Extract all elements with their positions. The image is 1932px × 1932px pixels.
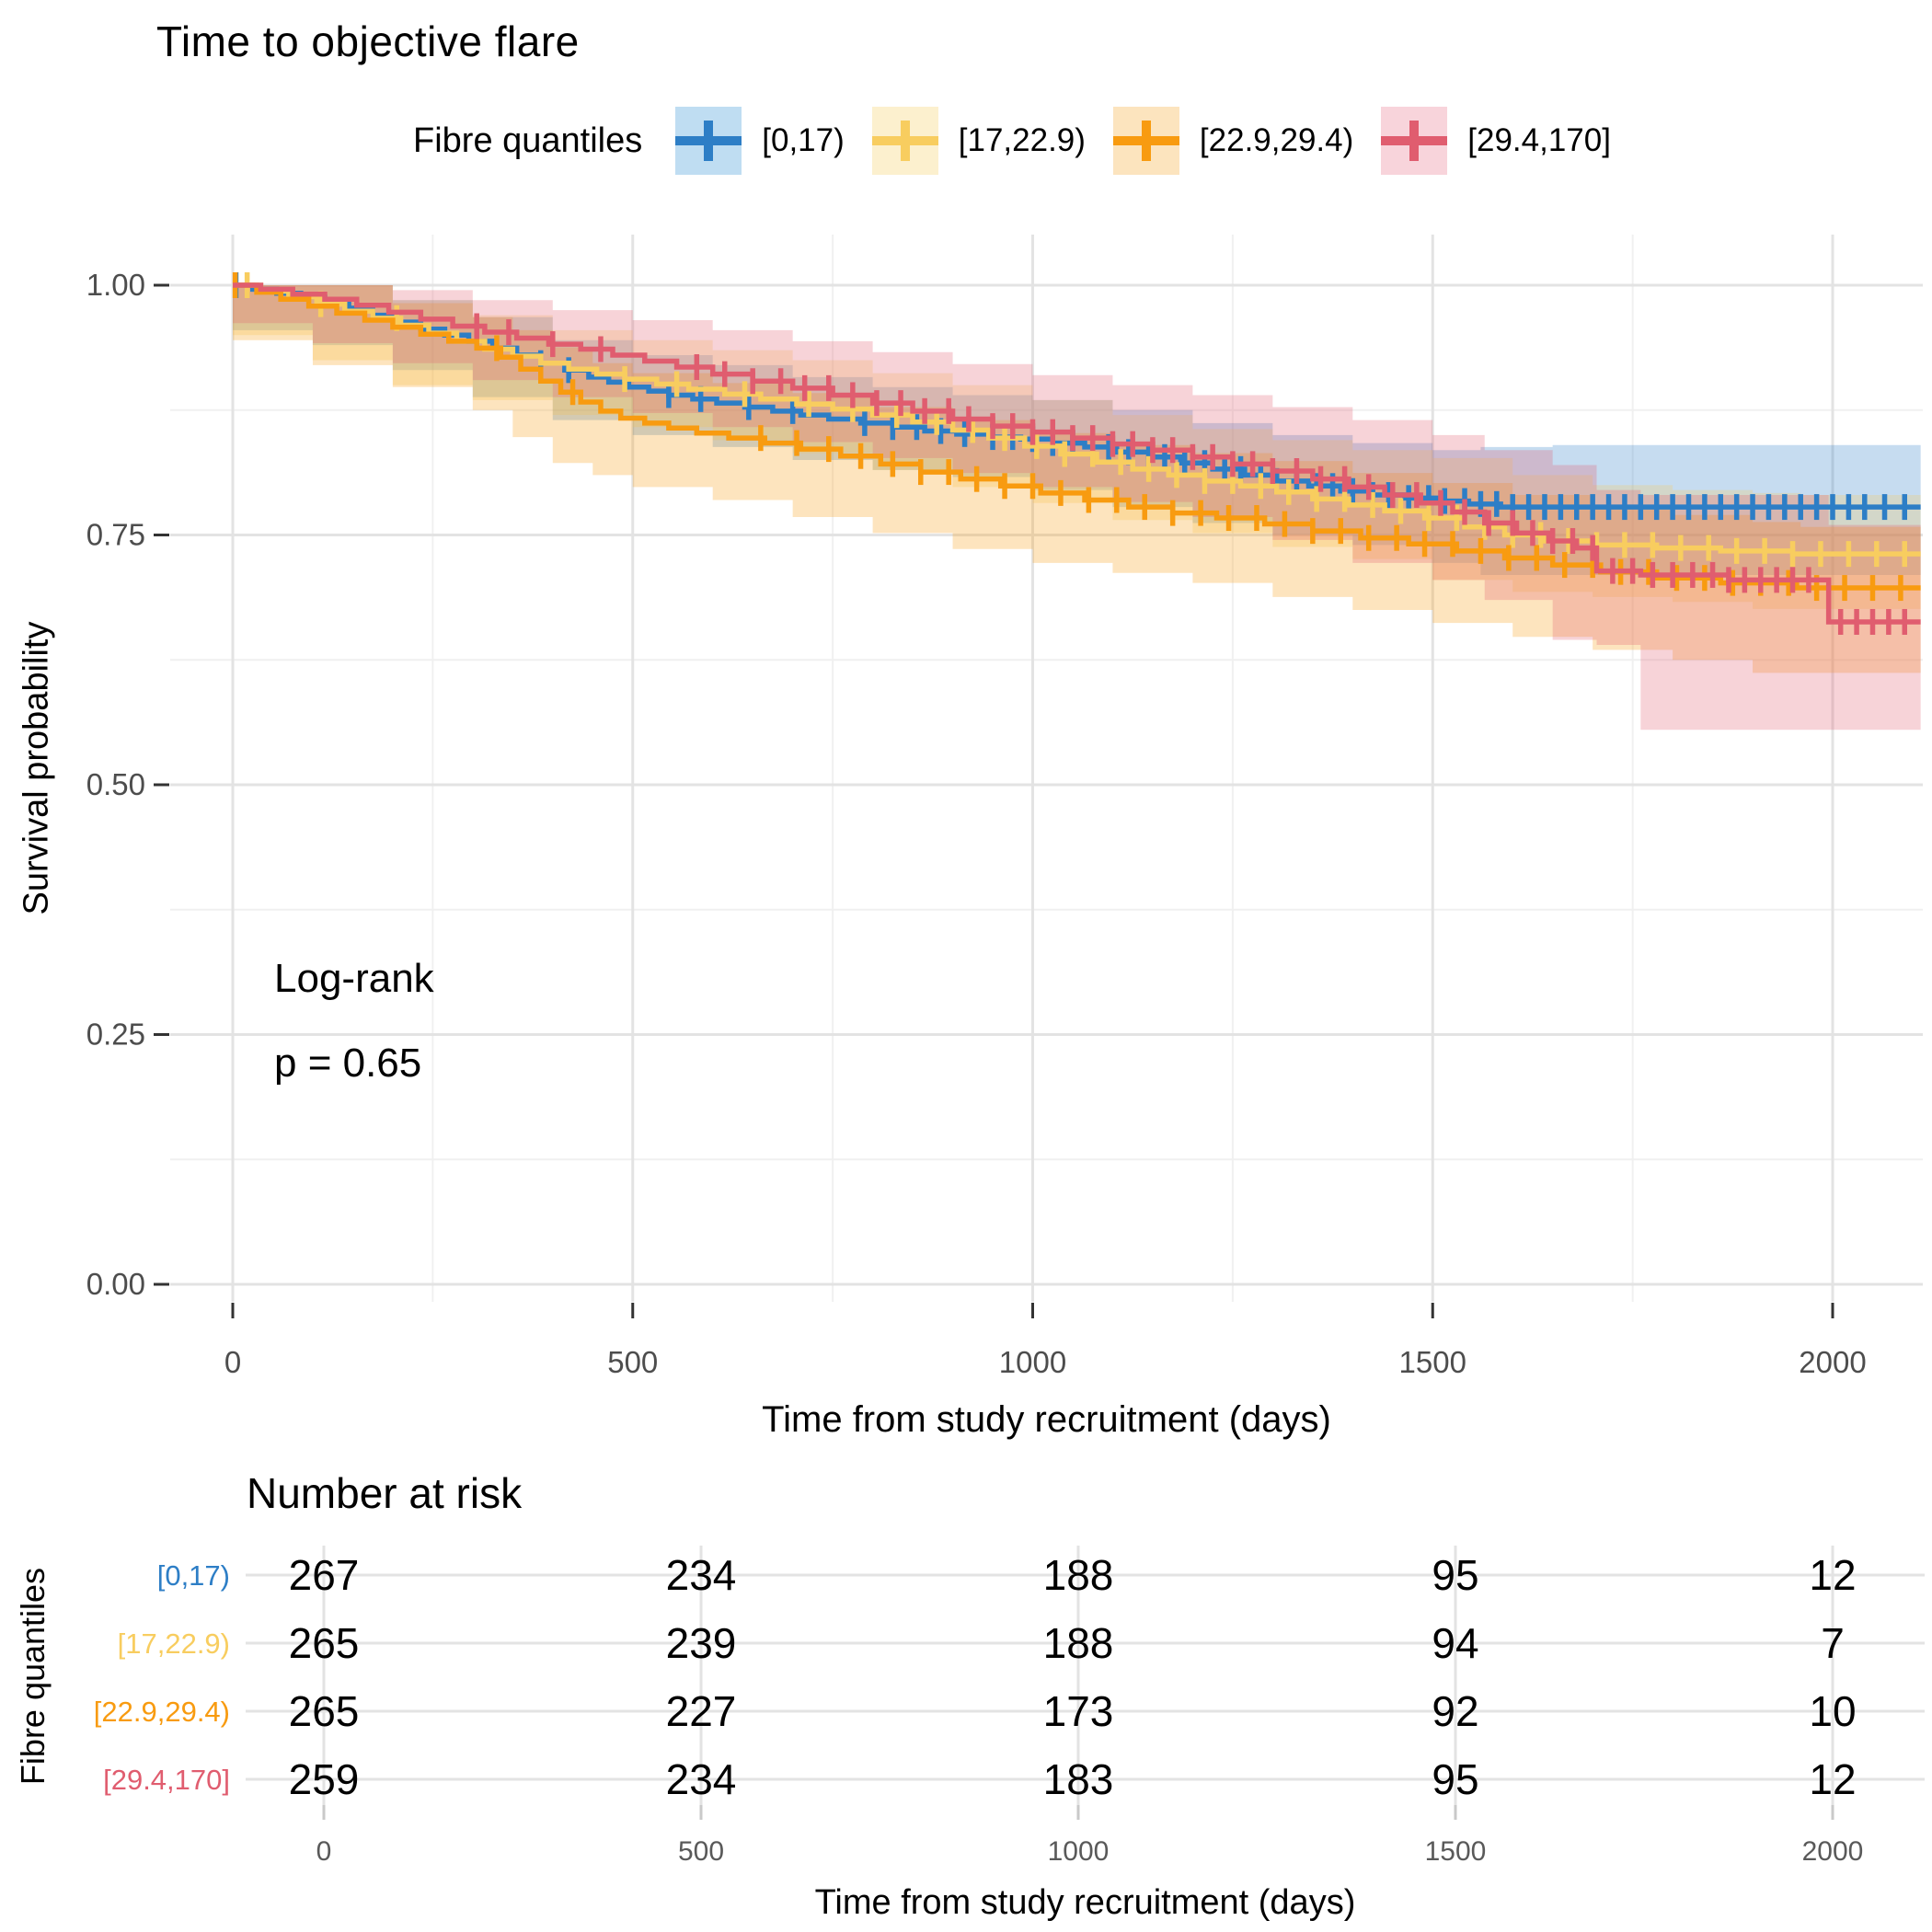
y-tick-label: 0.50 (86, 767, 145, 801)
risk-row-label: [17,22.9) (118, 1627, 230, 1660)
legend-key-icon-3 (1381, 107, 1448, 175)
risk-count: 7 (1821, 1619, 1845, 1667)
risk-x-tick-label: 1000 (1048, 1836, 1110, 1867)
risk-count: 173 (1043, 1687, 1114, 1735)
legend-entry-3: [29.4,170] (1381, 107, 1611, 175)
risk-count: 183 (1043, 1755, 1114, 1803)
x-tick-label: 500 (607, 1345, 658, 1379)
y-tick-label: 1.00 (86, 268, 145, 302)
legend: Fibre quantiles [0,17) [17,22.9) [22.9,29.… (92, 107, 1932, 175)
risk-count: 10 (1809, 1687, 1856, 1735)
risk-count: 12 (1809, 1551, 1856, 1599)
risk-count: 265 (289, 1619, 360, 1667)
confidence-band-3 (233, 285, 1921, 730)
legend-label-3: [29.4,170] (1467, 122, 1611, 158)
x-axis-title: Time from study recruitment (days) (762, 1399, 1331, 1440)
risk-x-tick-label: 2000 (1802, 1836, 1864, 1867)
risk-count: 12 (1809, 1755, 1856, 1803)
risk-table-header: Number at risk (247, 1469, 523, 1517)
y-tick-label: 0.25 (86, 1018, 145, 1052)
risk-x-axis-title: Time from study recruitment (days) (815, 1883, 1356, 1922)
legend-label-0: [0,17) (762, 122, 845, 158)
legend-key-icon-1 (871, 107, 938, 175)
risk-count: 259 (289, 1755, 360, 1803)
y-tick-label: 0.00 (86, 1267, 145, 1301)
legend-label-1: [17,22.9) (958, 122, 1086, 158)
risk-x-tick-label: 500 (678, 1836, 724, 1867)
y-tick-label: 0.75 (86, 518, 145, 552)
risk-table-y-axis-title: Fibre quantiles (14, 1567, 52, 1786)
risk-row-label: [0,17) (157, 1559, 230, 1592)
risk-count: 227 (666, 1687, 737, 1735)
y-axis-title: Survival probability (17, 621, 56, 915)
x-tick-label: 1500 (1399, 1345, 1466, 1379)
survival-curve-2 (233, 282, 1921, 591)
legend-entry-2: [22.9,29.4) (1112, 107, 1354, 175)
risk-x-tick-label: 1500 (1425, 1836, 1487, 1867)
legend-key-icon-0 (675, 107, 742, 175)
p-value: p = 0.65 (274, 1041, 422, 1086)
risk-count: 188 (1043, 1551, 1114, 1599)
risk-count: 94 (1432, 1619, 1478, 1667)
risk-x-tick-label: 0 (316, 1836, 332, 1867)
x-tick-label: 1000 (999, 1345, 1066, 1379)
risk-row-label: [29.4,170] (103, 1764, 230, 1796)
legend-entry-1: [17,22.9) (871, 107, 1086, 175)
risk-count: 267 (289, 1551, 360, 1599)
risk-row-label: [22.9,29.4) (94, 1696, 230, 1728)
risk-count: 239 (666, 1619, 737, 1667)
logrank-label: Log-rank (274, 956, 434, 1001)
risk-count: 234 (666, 1551, 737, 1599)
legend-entry-0: [0,17) (675, 107, 845, 175)
risk-count: 234 (666, 1755, 737, 1803)
legend-key-icon-2 (1112, 107, 1179, 175)
chart-title: Time to objective flare (156, 17, 580, 65)
risk-count: 188 (1043, 1619, 1114, 1667)
x-tick-label: 2000 (1799, 1345, 1866, 1379)
logrank-annotation: Log-rank p = 0.65 (274, 959, 434, 1084)
legend-label-2: [22.9,29.4) (1199, 122, 1354, 158)
legend-title: Fibre quantiles (413, 121, 643, 160)
risk-count: 92 (1432, 1687, 1478, 1735)
risk-count: 95 (1432, 1755, 1478, 1803)
risk-count: 95 (1432, 1551, 1478, 1599)
x-tick-label: 0 (224, 1345, 241, 1379)
risk-count: 265 (289, 1687, 360, 1735)
